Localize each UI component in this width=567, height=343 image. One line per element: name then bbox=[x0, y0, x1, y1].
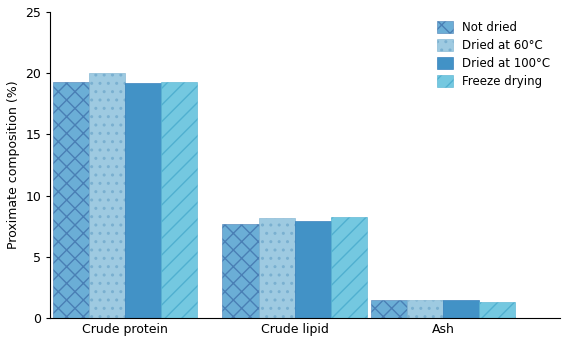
Bar bbox=[88, 73, 125, 318]
Bar bbox=[331, 216, 367, 318]
Bar bbox=[407, 300, 443, 318]
Bar bbox=[371, 300, 407, 318]
Bar bbox=[222, 224, 259, 318]
Bar bbox=[479, 302, 515, 318]
Bar bbox=[161, 82, 197, 318]
Bar bbox=[125, 83, 161, 318]
Bar bbox=[53, 82, 88, 318]
Legend: Not dried, Dried at 60°C, Dried at 100°C, Freeze drying: Not dried, Dried at 60°C, Dried at 100°C… bbox=[433, 18, 554, 91]
Bar bbox=[259, 218, 295, 318]
Bar bbox=[443, 300, 479, 318]
Y-axis label: Proximate composition (%): Proximate composition (%) bbox=[7, 81, 20, 249]
Bar bbox=[295, 221, 331, 318]
